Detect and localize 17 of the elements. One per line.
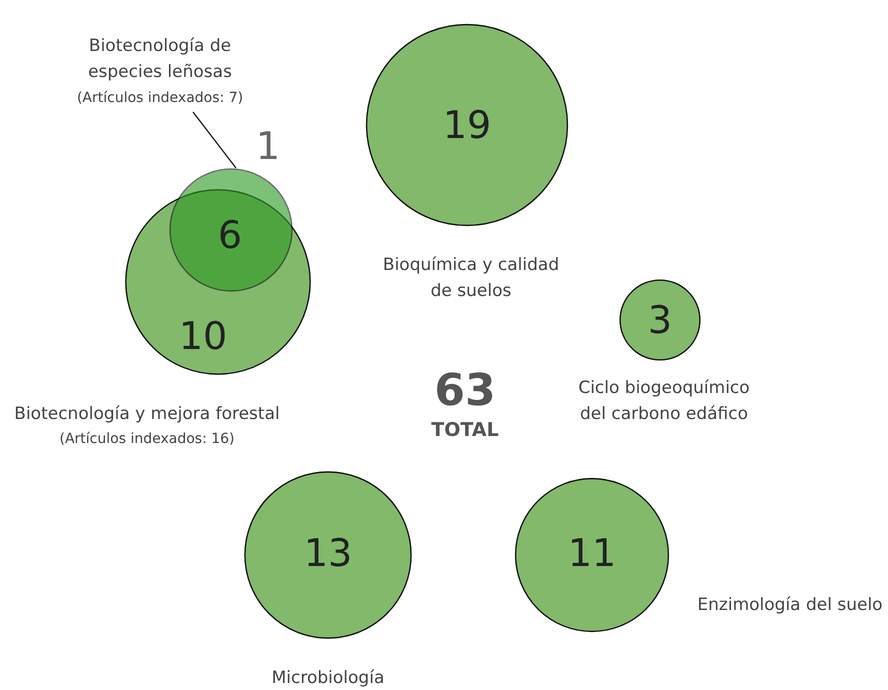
- data-label: (Artículos indexados: 7): [76, 90, 244, 106]
- data-label: 3: [648, 298, 672, 342]
- text: 10: [178, 314, 228, 358]
- data-label: 19: [442, 103, 492, 147]
- category-label: Biotecnología de especies leñosas: [88, 36, 232, 82]
- category-label: Ciclo biogeoquímico del carbono edáfico: [578, 378, 750, 424]
- category-label: Microbiología: [272, 668, 384, 688]
- text: 63: [434, 365, 496, 416]
- text: TOTAL: [431, 419, 499, 441]
- category-label: Biotecnología y mejora forestal: [14, 404, 280, 424]
- text: 1: [256, 124, 280, 168]
- data-label: 13: [304, 531, 352, 575]
- category-label: Enzimología del suelo: [697, 595, 883, 615]
- category-label: Bioquímica y calidad de suelos: [382, 255, 560, 301]
- data-label: (Artículos indexados: 16): [59, 431, 235, 447]
- text: 6: [218, 213, 242, 257]
- data-label: 11: [568, 531, 616, 575]
